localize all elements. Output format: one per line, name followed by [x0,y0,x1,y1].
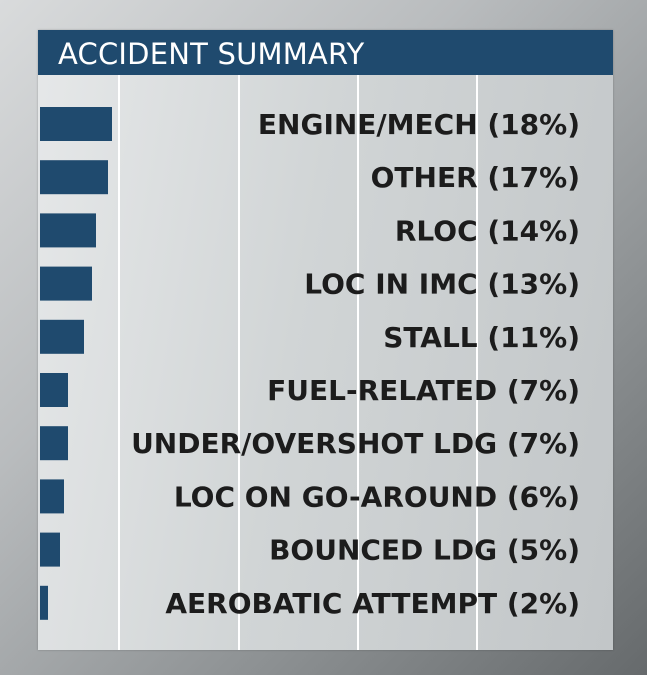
bar-6 [40,373,68,407]
bar-5 [40,319,84,354]
bar-label-6: FUEL-RELATED (7%) [267,374,580,407]
bar-label-1: ENGINE/MECH (18%) [258,108,580,141]
bar-label-4: LOC IN IMC (13%) [304,268,580,301]
bar-label-7: UNDER/OVERSHOT LDG (7%) [131,427,580,460]
bar-label-2: OTHER (17%) [371,161,580,194]
bar-label-3: RLOC (14%) [395,214,580,247]
bar-chart: ENGINE/MECH (18%) OTHER (17%) RLOC (14%) LO… [40,75,580,650]
bar-1 [40,107,112,141]
chart-header: ACCIDENT SUMMARY [38,30,613,75]
chart-title: ACCIDENT SUMMARY [58,37,365,71]
bar-7 [40,426,68,461]
bar-label-9: BOUNCED LDG (5%) [269,534,580,567]
bar-3 [40,213,96,248]
bar-label-8: LOC ON GO-AROUND (6%) [174,480,580,513]
bar-2 [40,160,108,195]
bar-9 [40,532,60,567]
bar-10 [40,585,48,620]
chart-panel: ACCIDENT SUMMARY ENGINE/MECH (18%) OTHER … [38,30,613,650]
bar-8 [40,479,64,514]
bar-4 [40,266,92,301]
bar-label-10: AEROBATIC ATTEMPT (2%) [165,587,580,620]
bar-label-5: STALL (11%) [383,321,580,354]
